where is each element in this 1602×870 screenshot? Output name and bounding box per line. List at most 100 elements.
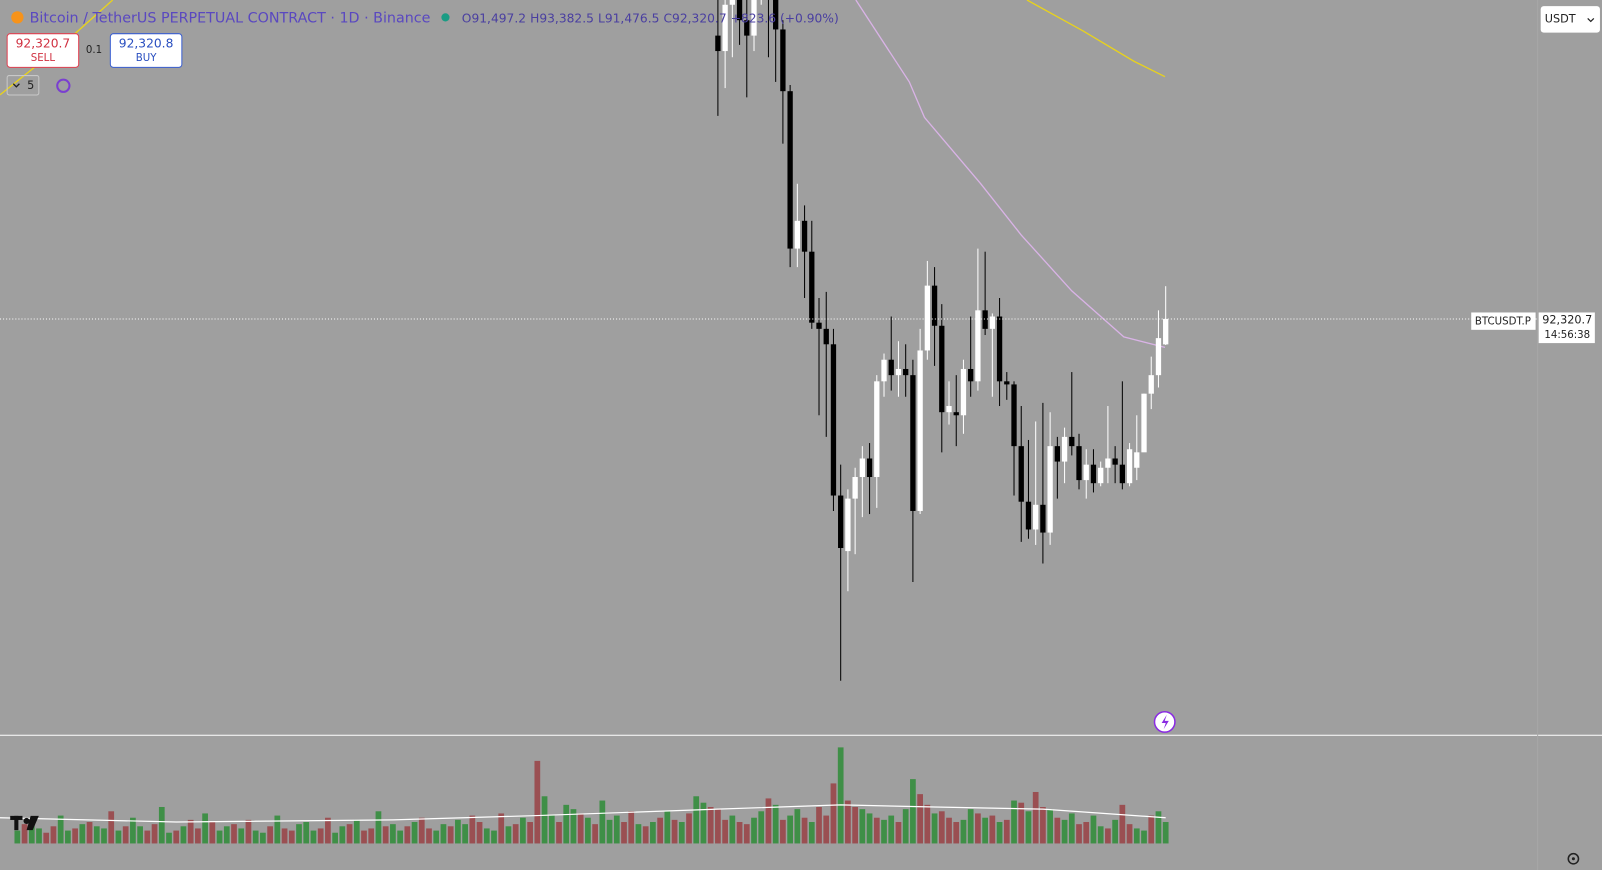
volume-bar xyxy=(187,819,194,844)
volume-bar xyxy=(873,817,880,844)
volume-bar xyxy=(527,822,533,844)
currency-dropdown[interactable]: USDT xyxy=(1540,6,1600,33)
ohlc-value: 91,476.5 xyxy=(605,11,660,25)
volume-bar xyxy=(216,830,223,844)
volume-bar xyxy=(859,809,866,844)
sync-button[interactable] xyxy=(56,78,71,93)
volume-bar xyxy=(1032,791,1039,844)
currency-label: USDT xyxy=(1545,12,1576,25)
chevron-icon xyxy=(1587,17,1595,23)
marks xyxy=(0,0,1538,844)
candle-body xyxy=(1033,504,1039,530)
settings-button[interactable] xyxy=(1567,852,1580,865)
interval-toggle[interactable]: 5 xyxy=(6,75,40,96)
volume-bar xyxy=(469,815,476,844)
lightning-icon xyxy=(1161,714,1169,730)
volume-bar xyxy=(845,800,851,844)
volume-bar xyxy=(895,822,902,844)
settings-icon xyxy=(1567,852,1580,865)
alert-button[interactable] xyxy=(1153,710,1176,733)
candle-body xyxy=(1148,375,1154,394)
volume-bar xyxy=(1155,811,1162,844)
volume-bar xyxy=(946,817,952,844)
buy-button[interactable]: 92,320.8 BUY xyxy=(109,33,183,68)
volume-bar xyxy=(209,822,216,844)
sell-button[interactable]: 92,320.7 SELL xyxy=(6,33,80,68)
volume-bar xyxy=(1054,817,1061,844)
volume-bar xyxy=(837,747,844,844)
candle-body xyxy=(924,285,931,351)
volume-bar xyxy=(65,830,71,844)
volume-bar xyxy=(1061,819,1068,844)
volume-bar xyxy=(671,819,678,844)
price-tag: 92,320.7 xyxy=(1542,314,1592,327)
ohlc: O91,497.2 H93,382.5 L91,476.5 C92,320.7 +823… xyxy=(462,11,839,25)
volume-bar xyxy=(281,828,288,844)
candle-body xyxy=(895,368,902,376)
volume-bar xyxy=(830,783,837,844)
volume-bar xyxy=(996,822,1003,844)
volume-bar xyxy=(881,819,887,844)
interval-box xyxy=(6,75,40,96)
ohlc-letter: O xyxy=(462,11,472,25)
candle-body xyxy=(1155,338,1162,376)
candle-body xyxy=(838,495,844,549)
volume-bar xyxy=(585,817,591,844)
volume-bar xyxy=(433,830,440,844)
candle-body xyxy=(910,375,916,511)
ohlc-letter: C xyxy=(664,11,673,25)
ohlc-letter: H xyxy=(530,11,539,25)
candle-body xyxy=(1134,452,1140,468)
candle-body xyxy=(1069,436,1075,447)
volume-bar xyxy=(274,815,281,844)
volume-bar xyxy=(50,826,57,844)
ohlc-letter: L xyxy=(598,11,605,25)
symbol-tag-box xyxy=(1471,312,1536,330)
volume-bar xyxy=(816,806,822,844)
volume-bar xyxy=(361,830,367,844)
candle-body xyxy=(722,4,728,52)
ohlc-change: +823.6 (+0.90%) xyxy=(731,11,839,25)
candle-body xyxy=(852,477,858,499)
candle-body xyxy=(1040,504,1046,533)
sell-label: SELL xyxy=(31,53,56,64)
sell-price: 92,320.7 xyxy=(16,36,71,50)
volume-bar xyxy=(1105,828,1111,844)
volume-bar xyxy=(1076,824,1082,844)
volume-bar xyxy=(418,817,425,844)
volume-bar xyxy=(353,819,360,844)
candle-body xyxy=(960,368,967,416)
volume-bar xyxy=(772,804,779,844)
ohlc-value: 93,382.5 xyxy=(539,11,594,25)
volume-bar xyxy=(1126,824,1133,844)
logo-part xyxy=(26,815,39,831)
volume-bar xyxy=(866,813,873,844)
candle-body xyxy=(1098,467,1104,484)
candle-body xyxy=(946,406,952,413)
volume-bar xyxy=(823,815,830,844)
volume-bar xyxy=(267,826,273,844)
candle-body xyxy=(1018,446,1024,502)
quantity: 0.1 xyxy=(86,45,102,56)
volume-bar xyxy=(426,828,432,844)
volume-bar xyxy=(678,822,685,844)
volume-bar xyxy=(1011,800,1017,844)
volume-bar xyxy=(245,819,252,844)
logo-part xyxy=(14,815,19,831)
volume-bar xyxy=(707,806,714,844)
volume-bar xyxy=(180,826,187,844)
volume-bar xyxy=(411,822,418,844)
volume-bar xyxy=(317,828,324,844)
volume-bar xyxy=(43,832,50,844)
volume-bar xyxy=(1083,822,1090,844)
candle-body xyxy=(787,91,793,249)
volume-bar xyxy=(520,817,526,844)
volume-bar xyxy=(924,804,931,844)
candle-body xyxy=(888,359,894,376)
interval-count: 5 xyxy=(27,79,34,92)
volume-bar xyxy=(722,819,728,844)
volume-bar xyxy=(548,815,555,844)
candle-body xyxy=(917,350,923,511)
candle-body xyxy=(931,285,938,326)
